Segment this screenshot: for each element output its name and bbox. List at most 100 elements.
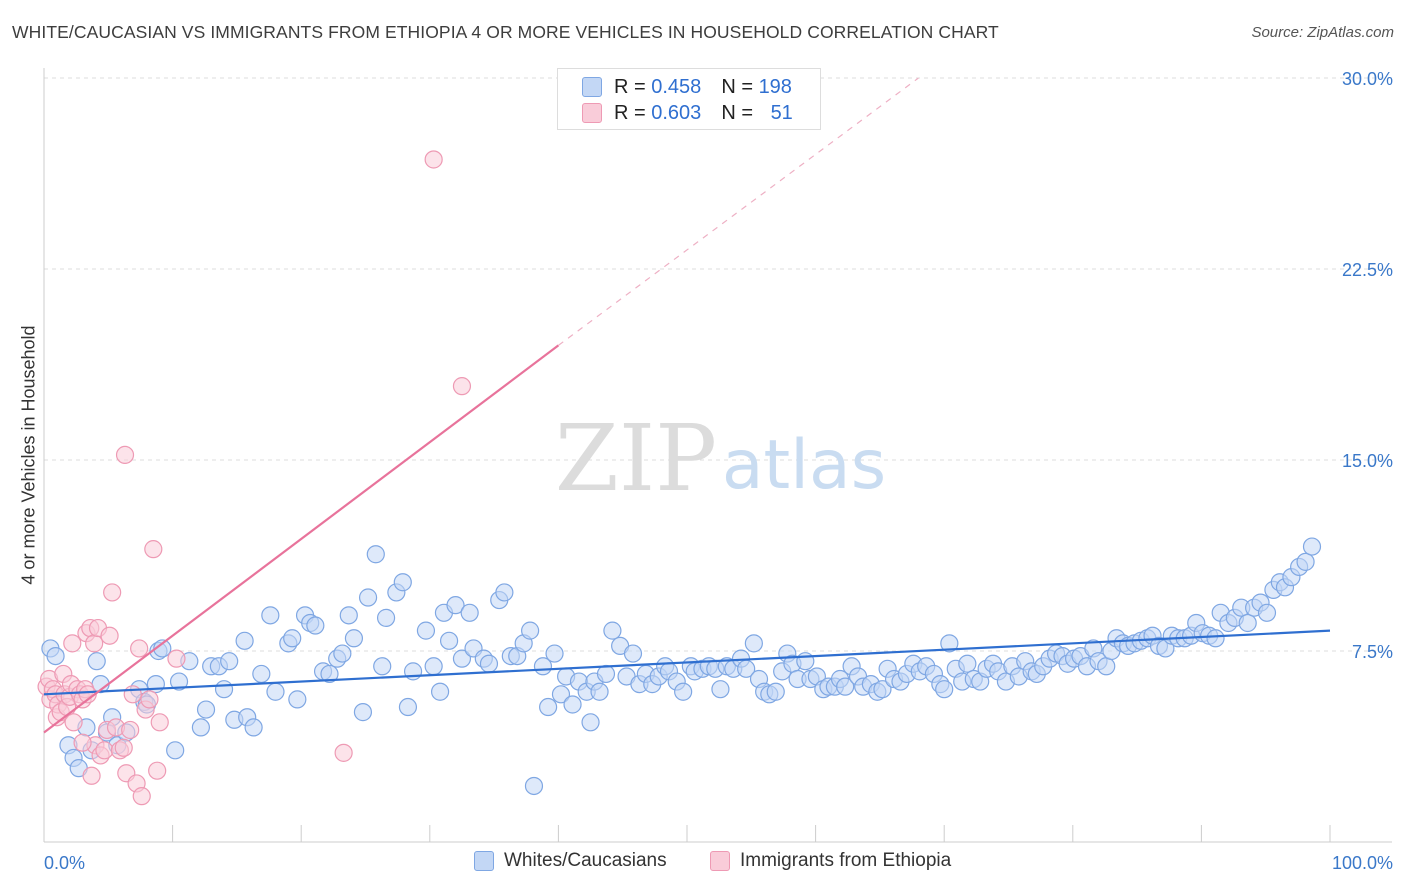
point-ethiopia	[148, 761, 167, 780]
point-ethiopia	[150, 713, 169, 732]
point-whites	[623, 644, 643, 663]
point-ethiopia	[123, 685, 142, 704]
n-value-ethiopia: 51	[770, 101, 793, 124]
series-whites-points	[41, 537, 1322, 796]
point-whites	[306, 616, 325, 635]
y-tick-label: 7.5%	[1352, 642, 1393, 662]
point-whites	[87, 652, 106, 671]
stats-row-whites: R = 0.458 N = 198	[582, 74, 792, 100]
point-whites	[1296, 552, 1315, 571]
point-whites	[711, 680, 730, 699]
point-whites	[46, 646, 65, 666]
point-whites	[252, 664, 271, 684]
point-whites	[603, 621, 622, 640]
point-whites	[1206, 629, 1225, 648]
point-ethiopia	[130, 639, 149, 658]
point-ethiopia	[73, 733, 92, 752]
point-ethiopia	[63, 634, 82, 653]
swatch-ethiopia	[582, 103, 602, 123]
point-ethiopia	[452, 377, 472, 396]
point-whites	[940, 634, 959, 653]
r-value-ethiopia: 0.603	[651, 101, 702, 124]
x-tick-label: 100.0%	[1332, 853, 1393, 873]
swatch-whites	[582, 77, 602, 97]
point-whites	[596, 664, 616, 684]
trend-line-ethiopia	[43, 344, 560, 734]
point-whites	[744, 634, 763, 653]
legend-swatch-whites	[474, 851, 494, 871]
legend-label-whites: Whites/Caucasians	[504, 850, 667, 871]
point-whites	[153, 639, 172, 658]
y-axis-label: 4 or more Vehicles in Household	[18, 325, 39, 585]
watermark: ZIP atlas	[555, 405, 886, 512]
point-ethiopia	[132, 787, 151, 806]
point-whites	[495, 583, 514, 602]
y-tick-label: 15.0%	[1342, 451, 1393, 471]
stats-row-ethiopia: R = 0.603 N = 51	[582, 100, 793, 126]
point-whites	[521, 621, 540, 640]
bottom-legend: Whites/Caucasians Immigrants from Ethiop…	[0, 850, 1406, 880]
point-whites	[439, 631, 459, 650]
point-whites	[333, 644, 352, 663]
point-whites	[935, 680, 954, 699]
point-whites	[836, 677, 855, 696]
point-whites	[376, 608, 396, 627]
n-value-whites: 198	[758, 75, 792, 98]
point-whites	[674, 682, 693, 701]
point-whites	[958, 654, 977, 673]
point-whites	[196, 700, 216, 719]
point-whites	[353, 703, 373, 722]
point-whites	[416, 621, 436, 640]
point-ethiopia	[140, 690, 159, 709]
watermark-zip: ZIP	[555, 405, 717, 512]
point-whites	[452, 649, 472, 668]
chart-title: WHITE/CAUCASIAN VS IMMIGRANTS FROM ETHIO…	[12, 22, 999, 42]
point-whites	[563, 695, 582, 714]
point-whites	[261, 606, 280, 625]
r-value-whites: 0.458	[651, 75, 702, 98]
x-tick-label: 0.0%	[44, 853, 85, 873]
point-ethiopia	[64, 713, 83, 732]
point-whites	[551, 685, 571, 704]
point-whites	[430, 682, 450, 701]
legend-swatch-ethiopia	[710, 851, 730, 871]
point-whites	[344, 629, 364, 648]
point-whites	[581, 713, 600, 732]
point-whites	[358, 588, 378, 607]
point-ethiopia	[167, 649, 186, 668]
point-ethiopia	[103, 583, 122, 602]
point-whites	[373, 657, 392, 676]
point-whites	[283, 629, 302, 648]
point-whites	[191, 718, 210, 737]
point-whites	[524, 776, 544, 796]
point-whites	[1257, 603, 1277, 622]
point-whites	[873, 680, 892, 699]
n-label: N =	[721, 101, 753, 124]
trend-line-whites	[43, 629, 1331, 696]
point-ethiopia	[82, 766, 101, 785]
y-tick-label: 30.0%	[1342, 69, 1393, 89]
axes	[43, 68, 1392, 843]
point-ethiopia	[115, 445, 135, 465]
tick-labels: 7.5% 15.0% 22.5% 30.0% 0.0% 100.0%	[44, 69, 1393, 873]
point-whites	[339, 606, 358, 625]
point-ethiopia	[114, 738, 133, 757]
r-label: R =	[614, 75, 646, 98]
point-whites	[235, 631, 254, 650]
point-whites	[1238, 613, 1257, 633]
trend-lines	[43, 77, 1331, 734]
stats-legend: R = 0.458 N = 198 R = 0.603 N = 51	[557, 68, 821, 130]
point-whites	[214, 680, 234, 699]
point-whites	[766, 682, 785, 701]
point-whites	[479, 654, 499, 673]
y-tick-label: 22.5%	[1342, 260, 1393, 280]
legend-item-ethiopia: Immigrants from Ethiopia	[710, 850, 951, 872]
point-ethiopia	[424, 150, 443, 169]
source-credit: Source: ZipAtlas.com	[1251, 24, 1394, 41]
point-whites	[266, 682, 285, 701]
legend-label-ethiopia: Immigrants from Ethiopia	[740, 850, 952, 871]
r-label: R =	[614, 101, 646, 124]
trend-extension-ethiopia	[558, 77, 919, 346]
point-whites	[244, 718, 263, 737]
